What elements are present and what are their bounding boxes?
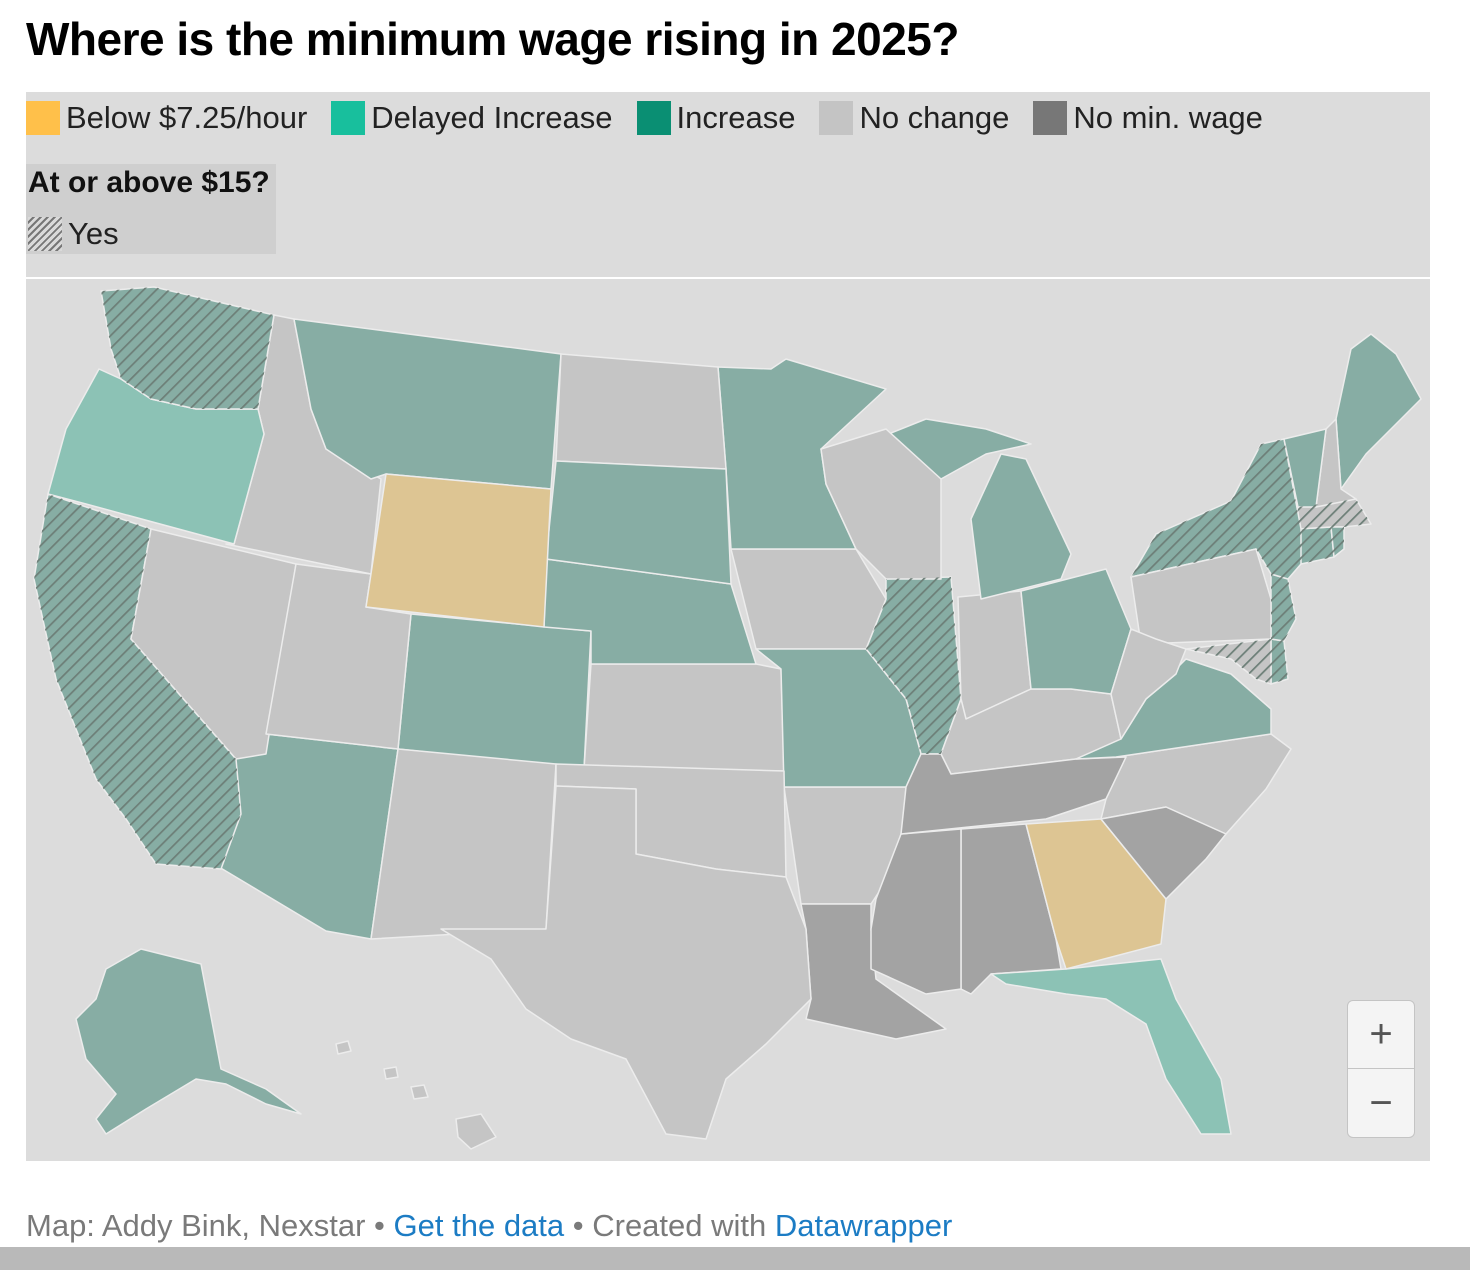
state-south-carolina[interactable] [1100,806,1227,900]
state-florida[interactable] [990,958,1232,1135]
state-alaska[interactable] [75,948,302,1135]
legend-label: No min. wage [1073,100,1263,135]
state-texas[interactable] [440,785,812,1140]
us-map[interactable] [26,279,1430,1161]
zoom-out-button[interactable]: − [1369,1080,1393,1125]
state-hawaii[interactable] [335,1040,497,1150]
legend-label: Delayed Increase [371,100,613,135]
state-nevada[interactable] [130,528,297,760]
hatch-massachusetts [1298,499,1371,529]
footer-separator: • [365,1208,394,1243]
state-wyoming[interactable] [365,473,552,628]
state-ohio[interactable] [1020,568,1132,695]
hatch-legend-title: At or above $15? [28,166,270,199]
hatch-washington [101,287,274,409]
map-panel[interactable]: + − [26,279,1430,1161]
datawrapper-link[interactable]: Datawrapper [774,1208,953,1243]
hatch-new-jersey [1271,574,1296,641]
hatch-new-york [1131,439,1301,579]
legend-item-no-min-wage[interactable]: No min. wage [1033,100,1263,136]
state-mississippi[interactable] [870,828,962,995]
legend-swatch [636,101,671,135]
legend-item-delayed-increase[interactable]: Delayed Increase [331,100,613,136]
legend-row: Below $7.25/hour Delayed Increase Increa… [26,98,1287,138]
legend-item-no-change[interactable]: No change [819,100,1009,136]
state-new-mexico[interactable] [370,748,557,940]
legend-swatch [331,101,366,135]
zoom-in-button[interactable]: + [1348,1001,1414,1069]
hatch-connecticut [1298,527,1334,564]
footer-created-with: • Created with [564,1208,775,1243]
state-iowa[interactable] [730,548,887,650]
legend-panel: Below $7.25/hour Delayed Increase Increa… [26,92,1430,277]
state-maine[interactable] [1335,333,1422,490]
hatch-legend-label: Yes [68,216,119,251]
hatch-california [34,494,241,869]
state-colorado[interactable] [397,613,592,770]
legend-label: Increase [676,100,796,135]
zoom-control: + − [1347,1000,1415,1138]
hatch-rhode-island [1331,527,1344,557]
state-kansas[interactable] [583,663,785,772]
hatch-legend: At or above $15? Yes [26,164,276,254]
states-layer [33,286,1422,1150]
footer-credit: Map: Addy Bink, Nexstar [26,1208,366,1243]
footer: Map: Addy Bink, Nexstar • Get the data •… [26,1208,952,1244]
hatch-delaware [1271,639,1288,684]
state-west-virginia[interactable] [1110,628,1187,740]
legend-swatch [26,101,60,135]
bottom-bar [0,1247,1470,1270]
legend-item-increase[interactable]: Increase [636,100,796,136]
state-north-dakota[interactable] [555,353,727,470]
state-arizona[interactable] [213,733,399,940]
legend-label: Below $7.25/hour [66,100,308,135]
hatch-layer [34,287,1371,869]
legend-swatch [1033,101,1068,135]
legend-label: No change [859,100,1010,135]
legend-item-below-725[interactable]: Below $7.25/hour [26,100,307,136]
legend-swatch [819,101,854,135]
hatch-swatch [28,217,62,251]
hatch-legend-item[interactable]: Yes [28,216,119,252]
get-the-data-link[interactable]: Get the data [393,1208,565,1243]
hatch-maryland [1186,639,1271,684]
chart-title: Where is the minimum wage rising in 2025… [26,13,959,65]
hatch-illinois [866,577,961,754]
